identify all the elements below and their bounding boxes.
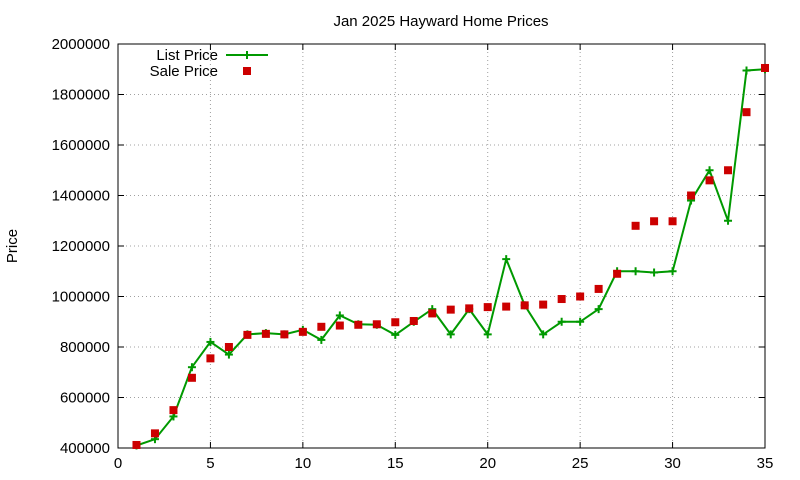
x-tick-label: 20: [479, 455, 496, 472]
list-price-point: [335, 311, 344, 320]
sale-price-point: [243, 330, 252, 339]
sale-price-point: [761, 63, 769, 72]
sale-price-point: [428, 309, 437, 318]
sale-price-point: [446, 305, 455, 314]
sale-price-point: [687, 191, 696, 200]
legend-marker-list-price: [243, 51, 251, 59]
sale-price-point: [187, 373, 196, 382]
y-tick-label: 800000: [60, 339, 110, 356]
y-tick-label: 1400000: [52, 188, 110, 205]
sale-price-point: [298, 327, 307, 336]
sale-price-point: [742, 108, 751, 117]
y-tick-label: 1200000: [52, 238, 110, 255]
sale-price-point: [354, 320, 363, 329]
list-price-point: [724, 216, 733, 225]
list-price-point: [650, 268, 659, 277]
list-price-point: [668, 267, 677, 276]
list-price-point: [594, 305, 603, 314]
x-tick-label: 25: [572, 455, 589, 472]
x-tick-label: 15: [387, 455, 404, 472]
plot-frame: [117, 43, 766, 449]
legend-swatch-list-price: [226, 51, 268, 59]
list-price-point: [206, 337, 215, 346]
x-tick-label: 5: [206, 455, 214, 472]
y-tick-labels: 400000 600000 800000 1000000 1200000 1400000 1…: [52, 36, 110, 457]
sale-price-point: [335, 321, 344, 330]
list-price-point: [317, 335, 326, 344]
data-series: [132, 63, 769, 450]
sale-price-point: [539, 300, 548, 309]
legend-marker-sale-price: [243, 67, 251, 75]
sale-price-point: [613, 269, 622, 278]
sale-price-point: [169, 406, 178, 415]
sale-price-point: [261, 329, 270, 338]
sale-price-point: [391, 318, 400, 327]
sale-price-point: [594, 284, 603, 293]
sale-price-point: [668, 217, 677, 226]
sale-price-point: [280, 330, 289, 339]
y-axis-label: Price: [4, 229, 21, 263]
sale-price-point: [483, 303, 492, 312]
legend-swatch-sale-price: [243, 67, 251, 75]
sale-price-point: [132, 440, 141, 449]
x-tick-label: 0: [114, 455, 122, 472]
x-tick-label: 30: [664, 455, 681, 472]
chart-title: Jan 2025 Hayward Home Prices: [333, 13, 548, 30]
sale-price-point: [150, 429, 159, 438]
sale-price-point: [576, 292, 585, 301]
y-tick-label: 400000: [60, 440, 110, 457]
x-tick-labels: 0 5 10 15 20 25 30 35: [114, 455, 774, 472]
list-price-point: [224, 350, 233, 359]
sale-price-point: [650, 217, 659, 226]
list-price-point: [446, 330, 455, 339]
legend-label-sale-price: Sale Price: [150, 63, 218, 80]
sale-price-point: [631, 221, 640, 230]
y-tick-label: 1600000: [52, 137, 110, 154]
sale-price-point: [705, 176, 714, 185]
list-price-line: [136, 68, 766, 447]
sale-price-point: [724, 166, 733, 175]
list-price-point: [187, 363, 196, 372]
y-tick-label: 1000000: [52, 289, 110, 306]
legend: List Price Sale Price: [150, 47, 268, 80]
list-price-point: [631, 267, 640, 276]
list-price-point: [502, 255, 511, 264]
y-tick-label: 2000000: [52, 36, 110, 53]
list-price-point: [391, 330, 400, 339]
list-price-point: [742, 66, 751, 75]
list-price-point: [483, 330, 492, 339]
x-tick-label: 10: [295, 455, 312, 472]
list-price-point: [705, 166, 714, 175]
sale-price-point: [206, 354, 215, 363]
list-price-point: [539, 330, 548, 339]
sale-price-point: [502, 302, 511, 311]
axis-ticks: [117, 43, 766, 449]
y-tick-label: 600000: [60, 390, 110, 407]
sale-price-point: [520, 301, 529, 310]
x-tick-label: 35: [757, 455, 774, 472]
sale-price-point: [465, 304, 474, 313]
sale-price-point: [409, 316, 418, 325]
y-tick-label: 1800000: [52, 87, 110, 104]
grid-lines: [118, 44, 765, 448]
legend-label-list-price: List Price: [156, 47, 218, 64]
sale-price-point: [372, 320, 381, 329]
sale-price-point: [317, 322, 326, 331]
list-price-point: [557, 317, 566, 326]
sale-price-point: [557, 295, 566, 304]
list-price-point: [576, 317, 585, 326]
sale-price-point: [224, 343, 233, 351]
